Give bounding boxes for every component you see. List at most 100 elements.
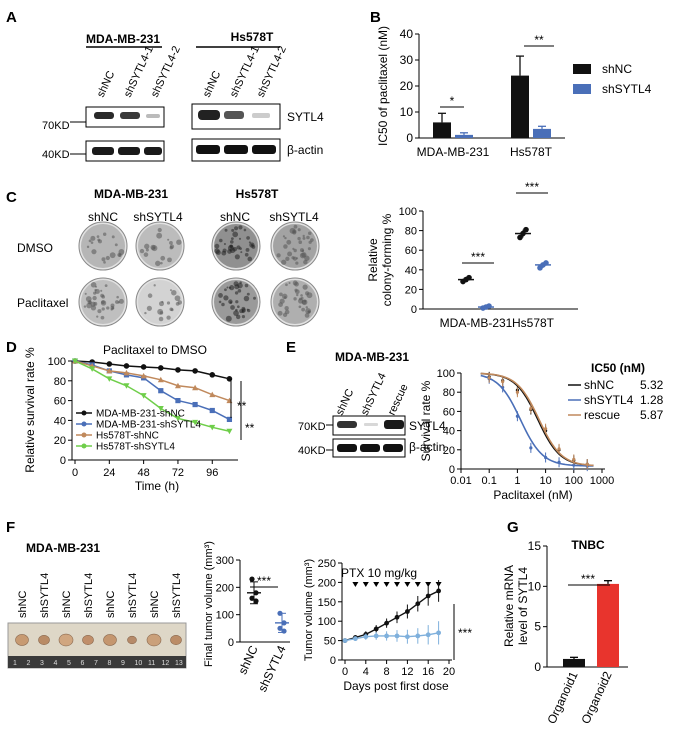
colony-dish xyxy=(78,277,128,327)
y-tick-label: 300 xyxy=(216,555,234,567)
colony xyxy=(284,306,289,311)
x-tick-label: 0.01 xyxy=(450,475,471,487)
y-tick-label: 0 xyxy=(60,455,66,467)
dose-marker xyxy=(414,582,421,587)
legend-marker xyxy=(81,443,87,449)
ruler-number: 1 xyxy=(13,660,17,667)
panel-c-col-label: shSYTL4 xyxy=(133,210,183,224)
dish-fill xyxy=(273,280,317,324)
series-line xyxy=(344,632,439,642)
bar xyxy=(511,75,529,138)
y-tick-label: 80 xyxy=(54,376,66,388)
colony xyxy=(88,239,92,243)
panel-a-protein-sytl4: SYTL4 xyxy=(287,110,324,124)
bar xyxy=(563,658,585,667)
colony xyxy=(239,309,244,314)
colony xyxy=(292,229,297,234)
colony xyxy=(90,235,96,241)
legend-marker xyxy=(81,421,87,427)
blot-hs-sytl4 xyxy=(191,103,281,130)
tumor xyxy=(103,634,117,646)
ic50-row-name: shSYTL4 xyxy=(584,393,634,407)
x-axis-label: Paclitaxel (nM) xyxy=(493,488,572,502)
data-point xyxy=(192,419,199,426)
y-axis-label: Relative mRNA xyxy=(502,565,516,647)
data-point xyxy=(157,365,164,371)
colony xyxy=(158,316,164,322)
colony xyxy=(101,257,106,262)
legend-b-shsytl4: shSYTL4 xyxy=(602,82,652,96)
x-tick-label: 16 xyxy=(422,666,434,678)
x-tick-label: Hs578T xyxy=(512,316,555,330)
data-point xyxy=(192,368,198,374)
x-tick-label: 1 xyxy=(514,475,520,487)
colony xyxy=(283,244,288,249)
colony xyxy=(307,231,312,236)
data-point xyxy=(373,626,379,632)
colony xyxy=(174,295,181,302)
y-tick-label: 10 xyxy=(528,579,542,593)
chart-b: 0 10 20 30 40 IC50 of paclitaxel (nM) MDA-MB-2… xyxy=(376,26,565,159)
data-point xyxy=(544,455,548,460)
y-tick-label: 40 xyxy=(405,265,417,277)
colony xyxy=(215,250,221,255)
x-tick-label: 20 xyxy=(443,666,455,678)
data-point xyxy=(487,376,491,380)
data-point xyxy=(466,274,472,281)
data-point xyxy=(405,609,410,614)
colony xyxy=(243,295,250,302)
y-tick-label: 80 xyxy=(443,387,455,399)
bar xyxy=(533,128,551,138)
panel-f-label: F xyxy=(6,519,15,536)
colony xyxy=(102,232,107,236)
colony xyxy=(111,235,115,239)
colony xyxy=(297,236,301,241)
colony xyxy=(246,292,250,296)
colony xyxy=(90,241,94,244)
ic50-row-value: 5.87 xyxy=(640,408,664,422)
x-tick-label: 8 xyxy=(384,666,390,678)
series-line xyxy=(74,360,230,402)
colony xyxy=(283,296,287,299)
x-tick-label: Organoid1 xyxy=(544,669,581,726)
chart-e: 0 20 40 60 80 100 0.01 0.1 1 10 100 1000 Paclitaxel … xyxy=(419,368,614,502)
sig-d-hs: ** xyxy=(245,421,255,435)
x-tick-label: 72 xyxy=(172,467,184,479)
colony xyxy=(228,286,232,289)
y-tick-label: 40 xyxy=(400,27,414,41)
colony xyxy=(230,237,234,241)
colony xyxy=(243,228,247,232)
data-point xyxy=(557,460,561,464)
x-tick-label: Hs578T xyxy=(510,145,553,159)
colony xyxy=(229,285,235,291)
y-tick-label: 150 xyxy=(318,597,336,609)
tumor xyxy=(146,633,162,647)
colony xyxy=(94,285,98,288)
colony xyxy=(226,286,229,289)
data-point xyxy=(557,447,561,451)
colony xyxy=(300,294,303,297)
colony xyxy=(155,260,161,267)
colony xyxy=(160,261,163,265)
colony xyxy=(169,240,173,245)
colony xyxy=(247,308,251,313)
sig-c-mda: *** xyxy=(471,250,485,264)
panel-g-label: G xyxy=(507,519,519,536)
colony xyxy=(245,247,250,252)
colony xyxy=(91,249,97,255)
x-tick-label: Organoid2 xyxy=(578,669,615,726)
data-point xyxy=(106,361,113,367)
tumor xyxy=(38,635,50,645)
data-point xyxy=(529,446,533,450)
data-point xyxy=(363,634,369,640)
data-point xyxy=(157,406,164,412)
colony xyxy=(281,259,287,265)
colony xyxy=(224,288,227,292)
x-tick-label: 4 xyxy=(363,666,369,678)
panel-b-label: B xyxy=(370,9,381,26)
y-tick-label: 0 xyxy=(406,131,413,145)
fit-curve xyxy=(480,372,594,467)
colony xyxy=(169,244,175,249)
y-tick-label: 200 xyxy=(318,577,336,589)
colony xyxy=(224,228,228,232)
